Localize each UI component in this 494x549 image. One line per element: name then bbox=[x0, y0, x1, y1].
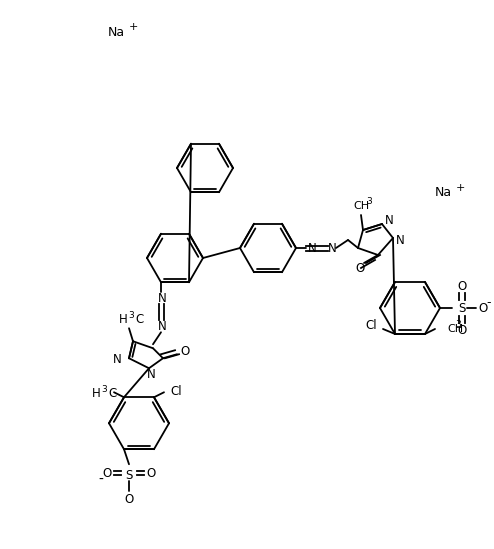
Text: H: H bbox=[119, 313, 127, 326]
Text: -: - bbox=[99, 473, 103, 487]
Text: N: N bbox=[147, 368, 156, 381]
Text: O: O bbox=[124, 493, 133, 506]
Text: +: + bbox=[456, 183, 465, 193]
Text: C: C bbox=[135, 313, 143, 326]
Text: 3: 3 bbox=[455, 321, 461, 329]
Text: 3: 3 bbox=[128, 311, 134, 320]
Text: Na: Na bbox=[108, 25, 125, 38]
Text: C: C bbox=[108, 386, 116, 400]
Text: N: N bbox=[113, 353, 122, 366]
Text: O: O bbox=[457, 323, 467, 337]
Text: CH: CH bbox=[447, 324, 463, 334]
Text: -: - bbox=[487, 296, 491, 310]
Text: +: + bbox=[129, 22, 138, 32]
Text: 3: 3 bbox=[366, 198, 372, 206]
Text: O: O bbox=[180, 345, 190, 358]
Text: O: O bbox=[457, 279, 467, 293]
Text: O: O bbox=[478, 301, 488, 315]
Text: 3: 3 bbox=[101, 385, 107, 394]
Text: N: N bbox=[158, 292, 166, 305]
Text: O: O bbox=[355, 262, 365, 276]
Text: O: O bbox=[146, 467, 156, 480]
Text: O: O bbox=[102, 467, 112, 480]
Text: N: N bbox=[328, 242, 336, 255]
Text: Na: Na bbox=[435, 187, 452, 199]
Text: N: N bbox=[158, 320, 166, 333]
Text: CH: CH bbox=[353, 201, 369, 211]
Text: S: S bbox=[125, 469, 133, 481]
Text: N: N bbox=[385, 215, 394, 227]
Text: Cl: Cl bbox=[170, 385, 182, 398]
Text: S: S bbox=[458, 301, 466, 315]
Text: N: N bbox=[396, 233, 405, 247]
Text: N: N bbox=[308, 242, 316, 255]
Text: Cl: Cl bbox=[365, 320, 377, 333]
Text: H: H bbox=[91, 386, 100, 400]
